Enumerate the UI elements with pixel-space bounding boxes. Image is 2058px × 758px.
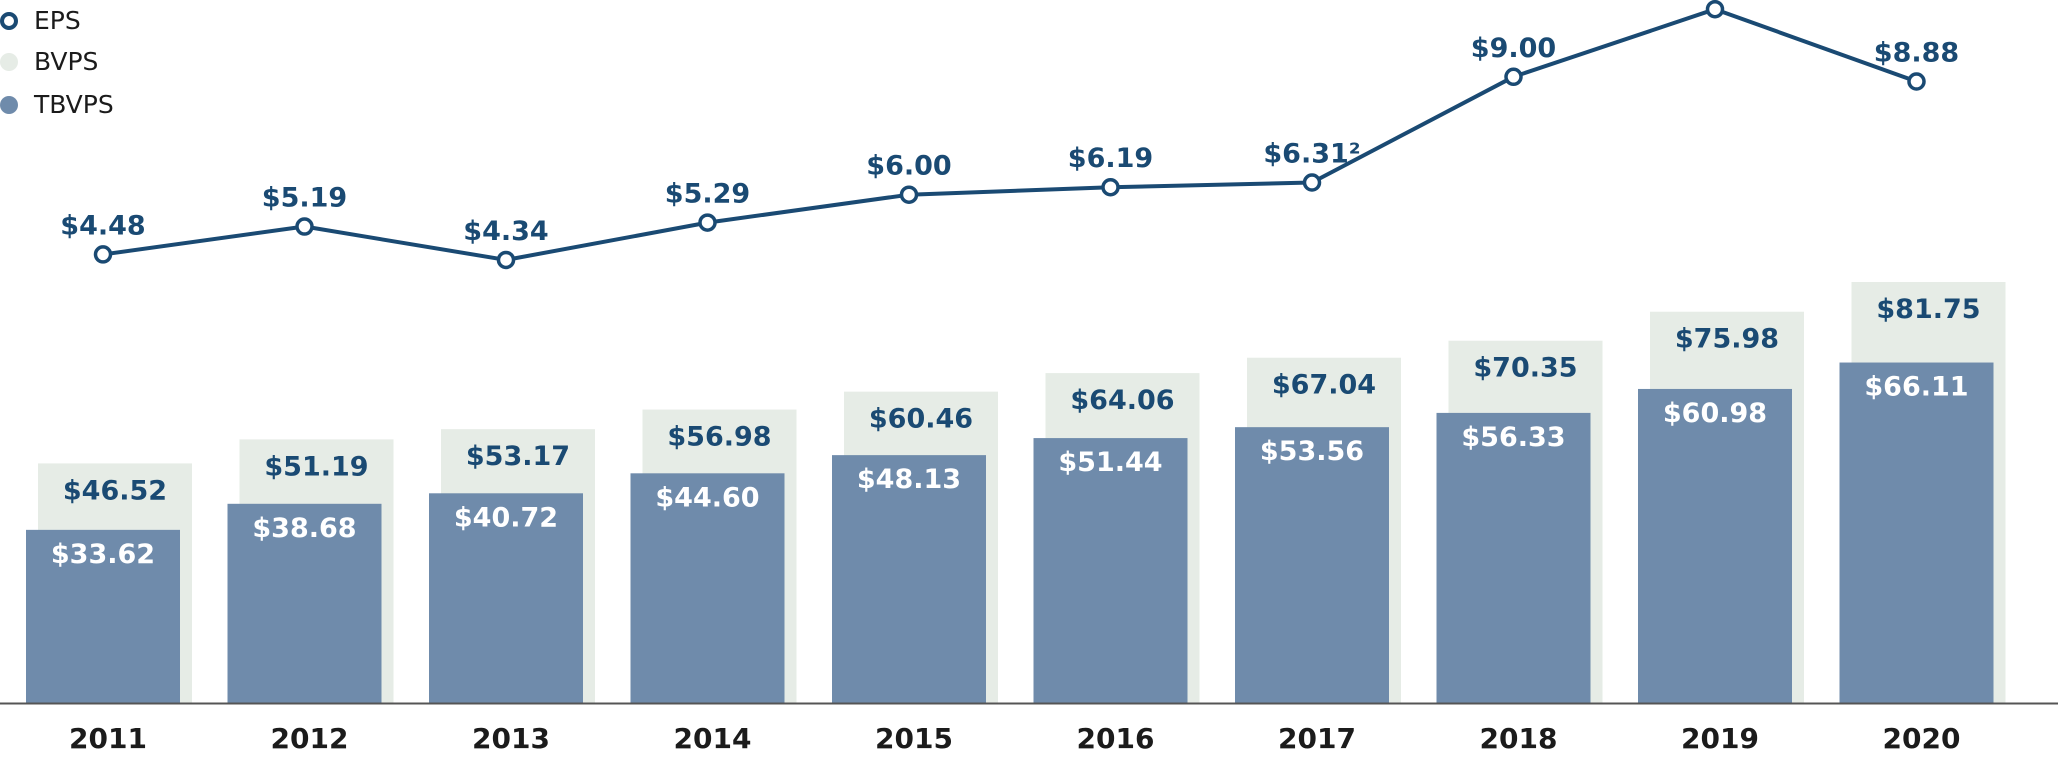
tbvps-bar-2020 <box>1839 362 1994 703</box>
eps-point-2016 <box>1101 177 1120 197</box>
bvps-label-2011: $46.52 <box>63 475 167 506</box>
eps-point-2013 <box>496 250 516 270</box>
tbvps-bar-2015 <box>832 455 986 703</box>
bvps-label-2020: $81.75 <box>1876 294 1980 325</box>
tbvps-bar-2013 <box>429 493 583 703</box>
x-tick-label-2013: 2013 <box>472 722 550 755</box>
x-tick-label-2014: 2014 <box>674 722 752 755</box>
bvps-swatch-icon <box>0 52 18 71</box>
x-tick-label-2019: 2019 <box>1681 722 1759 755</box>
bvps-label-2018: $70.35 <box>1473 353 1577 384</box>
eps-swatch-icon <box>0 11 18 30</box>
x-tick-label-2015: 2015 <box>875 722 953 755</box>
x-tick-label-2017: 2017 <box>1278 722 1356 755</box>
tbvps-label-2017: $53.56 <box>1260 436 1364 467</box>
x-axis: 2011 2012 2013 2014 2015 2016 2017 2018 2019 2020 <box>0 702 2058 755</box>
tbvps-label-2018: $56.33 <box>1461 422 1565 453</box>
eps-point-2019 <box>1705 0 1725 19</box>
x-tick-label-2020: 2020 <box>1883 722 1961 755</box>
legend-label-tbvps: TBVPS <box>34 90 114 119</box>
tbvps-bar-2011 <box>26 529 180 703</box>
bvps-label-2015: $60.46 <box>869 404 973 435</box>
bvps-label-2016: $64.06 <box>1070 385 1174 416</box>
data-labels: $46.52 $33.62 $51.19 $38.68 $53.17 $40.72 $56.… <box>51 33 1981 570</box>
x-tick-label-2016: 2016 <box>1077 722 1155 755</box>
tbvps-label-2013: $40.72 <box>454 502 558 533</box>
eps-point-2011 <box>93 245 113 264</box>
tbvps-label-2014: $44.60 <box>655 482 759 513</box>
tbvps-bars <box>26 362 1994 703</box>
tbvps-label-2011: $33.62 <box>51 539 155 570</box>
eps-point-2017 <box>1302 173 1322 192</box>
x-tick-label-2018: 2018 <box>1480 722 1558 755</box>
eps-point-2014 <box>698 213 717 232</box>
tbvps-label-2020: $66.11 <box>1864 372 1968 403</box>
legend-label-eps: EPS <box>34 6 81 35</box>
eps-label-2018: $9.00 <box>1471 33 1556 64</box>
legend-label-bvps: BVPS <box>34 47 99 76</box>
eps-label-2013: $4.34 <box>463 216 548 247</box>
tbvps-label-2015: $48.13 <box>857 464 961 495</box>
bvps-label-2012: $51.19 <box>264 451 368 482</box>
x-tick-label-2011: 2011 <box>69 722 147 755</box>
eps-label-2016: $6.19 <box>1068 143 1153 174</box>
legend-item-bvps: BVPS <box>0 47 98 76</box>
eps-label-2017: $6.31² <box>1263 139 1360 170</box>
x-tick-label-2012: 2012 <box>271 722 349 755</box>
eps-label-2015: $6.00 <box>866 151 951 182</box>
eps-point-2018 <box>1504 67 1523 87</box>
tbvps-label-2012: $38.68 <box>252 513 356 544</box>
tbvps-bar-2017 <box>1235 427 1389 703</box>
tbvps-bar-2016 <box>1033 438 1188 703</box>
eps-label-2012: $5.19 <box>262 183 347 214</box>
bvps-label-2014: $56.98 <box>667 422 771 453</box>
tbvps-swatch-icon <box>0 95 18 114</box>
eps-series-line <box>102 7 1918 262</box>
bvps-label-2019: $75.98 <box>1675 324 1779 355</box>
tbvps-label-2016: $51.44 <box>1058 447 1162 478</box>
eps-point-2012 <box>295 217 314 236</box>
tbvps-label-2019: $60.98 <box>1663 398 1767 429</box>
tbvps-bar-2014 <box>630 473 785 703</box>
eps-label-2011: $4.48 <box>60 210 145 241</box>
eps-point-2020 <box>1907 72 1926 91</box>
bvps-label-2013: $53.17 <box>466 441 570 472</box>
legend-item-tbvps: TBVPS <box>0 90 114 119</box>
eps-label-2020: $8.88 <box>1874 38 1959 69</box>
eps-point-2015 <box>899 185 919 204</box>
tbvps-bar-2012 <box>227 503 382 703</box>
legend-item-eps: EPS <box>0 6 81 35</box>
tbvps-bar-2019 <box>1638 388 1792 703</box>
tbvps-bar-2018 <box>1436 412 1591 703</box>
bvps-label-2017: $67.04 <box>1272 370 1376 401</box>
eps-label-2014: $5.29 <box>665 179 750 210</box>
eps-line <box>93 0 1926 270</box>
